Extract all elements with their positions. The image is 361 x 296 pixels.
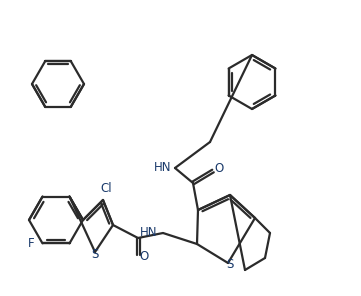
Text: S: S [226,258,234,271]
Text: F: F [28,237,35,250]
Text: HN: HN [139,226,157,239]
Text: O: O [139,250,149,263]
Text: HN: HN [153,160,171,173]
Text: Cl: Cl [100,183,112,195]
Text: O: O [214,163,223,176]
Text: S: S [91,247,99,260]
